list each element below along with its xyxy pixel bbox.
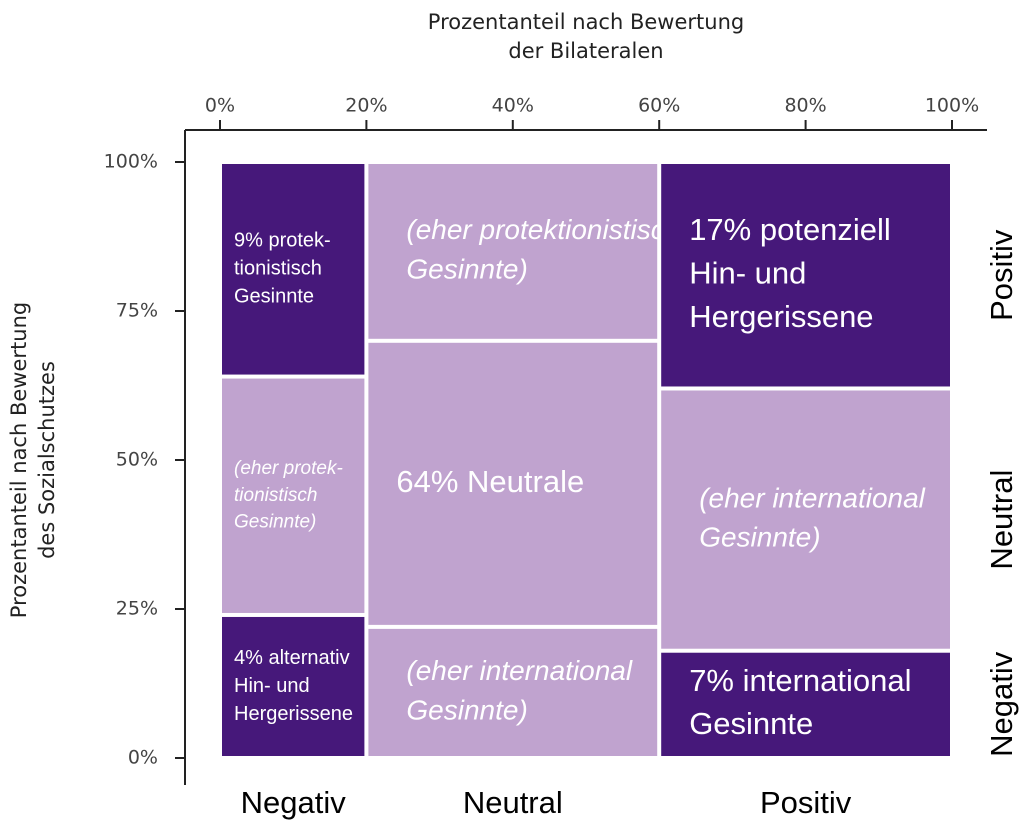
cell-label: Gesinnte): [406, 253, 527, 284]
cell-label: (eher international: [699, 482, 925, 513]
cell-label: tionistisch: [234, 485, 317, 506]
cell-label: 9% protek-: [234, 230, 331, 252]
y-axis-title: des Sozialschutzes: [35, 361, 59, 559]
x-tick-label: 100%: [925, 95, 979, 117]
cell: [222, 378, 365, 613]
cell: [222, 616, 365, 756]
cell-label: Gesinnte: [234, 286, 314, 308]
cell: [661, 164, 950, 387]
cell-label: Gesinnte): [406, 694, 527, 725]
cell-label: Gesinnte: [689, 706, 813, 741]
y-tick-label: 100%: [104, 151, 158, 173]
cell-label: 64% Neutrale: [396, 464, 584, 499]
row-label: Neutral: [984, 470, 1019, 570]
cell-label: Gesinnte): [234, 511, 316, 532]
cell: [368, 342, 658, 625]
x-axis-title: Prozentanteil nach Bewertung: [428, 10, 744, 34]
y-tick-label: 0%: [128, 747, 158, 769]
cell-label: Hergerissene: [234, 703, 353, 725]
row-label: Positiv: [984, 229, 1019, 321]
cell-label: (eher international: [406, 655, 632, 686]
x-tick-label: 0%: [205, 95, 235, 117]
cell: [661, 390, 950, 649]
column-label: Negativ: [241, 785, 347, 820]
column-label: Positiv: [760, 785, 852, 820]
cell-label: tionistisch: [234, 258, 322, 280]
cell-label: Hergerissene: [689, 299, 873, 334]
cell: [222, 164, 365, 375]
y-tick-label: 50%: [116, 449, 158, 471]
column-label: Neutral: [463, 785, 563, 820]
cell-label: (eher protektionistisch: [406, 214, 680, 245]
x-axis-title: der Bilateralen: [508, 39, 663, 63]
cell: [661, 652, 950, 756]
cell-label: (eher protek-: [234, 458, 343, 479]
x-tick-label: 60%: [638, 95, 680, 117]
y-tick-label: 75%: [116, 300, 158, 322]
cell-label: Hin- und: [689, 255, 806, 290]
x-tick-label: 20%: [345, 95, 387, 117]
y-tick-label: 25%: [116, 598, 158, 620]
x-tick-label: 40%: [492, 95, 534, 117]
cell-label: 4% alternativ: [234, 647, 350, 669]
x-tick-label: 80%: [784, 95, 826, 117]
cell: [368, 628, 658, 756]
cell-label: Gesinnte): [699, 522, 820, 553]
row-label: Negativ: [984, 651, 1019, 757]
cell-label: 17% potenziell: [689, 212, 891, 247]
cell: [368, 164, 658, 339]
cell-label: Hin- und: [234, 675, 310, 697]
y-axis-title: Prozentanteil nach Bewertung: [7, 302, 31, 618]
cell-label: 7% international: [689, 663, 911, 698]
